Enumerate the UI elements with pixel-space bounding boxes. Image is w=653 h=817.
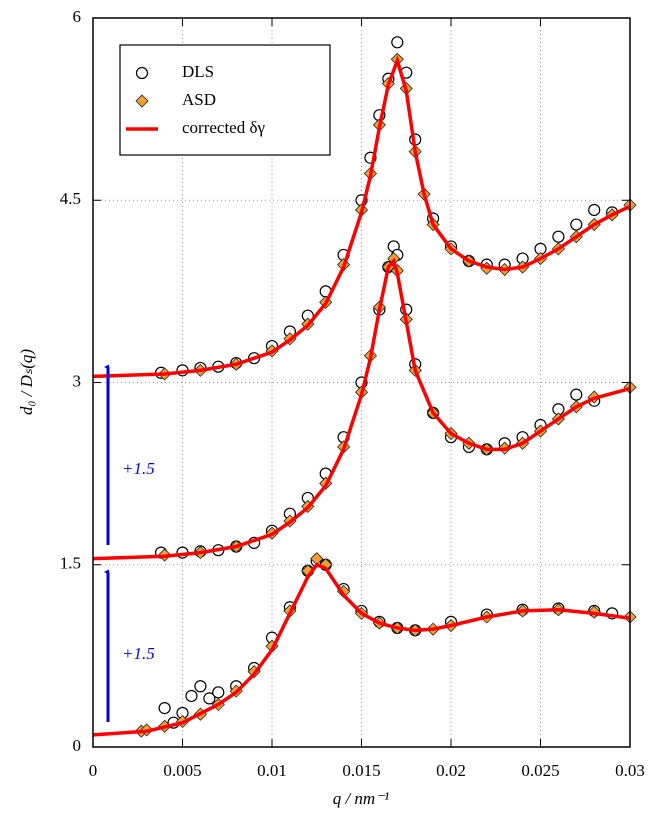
legend: DLS ASD corrected δγ: [119, 44, 331, 156]
x-tick-label: 0.005: [163, 761, 201, 780]
circle-marker: [203, 692, 216, 705]
annotation: +1.5: [122, 459, 155, 478]
circle-marker: [185, 689, 198, 703]
annotation: +1.5: [122, 644, 155, 663]
circle-marker: [552, 230, 565, 243]
circle-marker: [570, 388, 583, 401]
x-tick-label: 0.02: [436, 761, 466, 780]
y-axis-label: d₀ / Dₛ(q): [17, 349, 36, 415]
x-tick-label: 0: [89, 761, 98, 780]
x-tick-label: 0.01: [257, 761, 287, 780]
y-tick-label: 3: [73, 371, 82, 390]
y-tick-label: 0: [73, 736, 82, 755]
circle-marker: [158, 702, 171, 715]
legend-label: DLS: [182, 62, 214, 81]
circle-marker: [135, 66, 149, 80]
line: [92, 54, 631, 737]
x-tick-label: 0.03: [615, 761, 645, 780]
plot-frame: [92, 17, 631, 748]
legend-label: corrected δγ: [182, 118, 265, 137]
circle-marker: [391, 36, 404, 49]
y-tick-label: 4.5: [60, 189, 81, 208]
legend-box: [119, 44, 331, 156]
circle-marker: [588, 203, 601, 217]
legend-label: ASD: [182, 90, 216, 109]
x-axis-label: q / nm⁻¹: [333, 789, 390, 808]
plot: [92, 36, 637, 738]
y-tick-label: 1.5: [60, 554, 81, 573]
circle-marker: [570, 218, 583, 231]
circle-marker: [194, 680, 207, 693]
y-tick-label: 6: [73, 7, 82, 26]
x-tick-label: 0.025: [521, 761, 559, 780]
diamond-marker: [135, 94, 149, 108]
circle-marker: [212, 686, 225, 699]
x-tick-label: 0.015: [342, 761, 380, 780]
